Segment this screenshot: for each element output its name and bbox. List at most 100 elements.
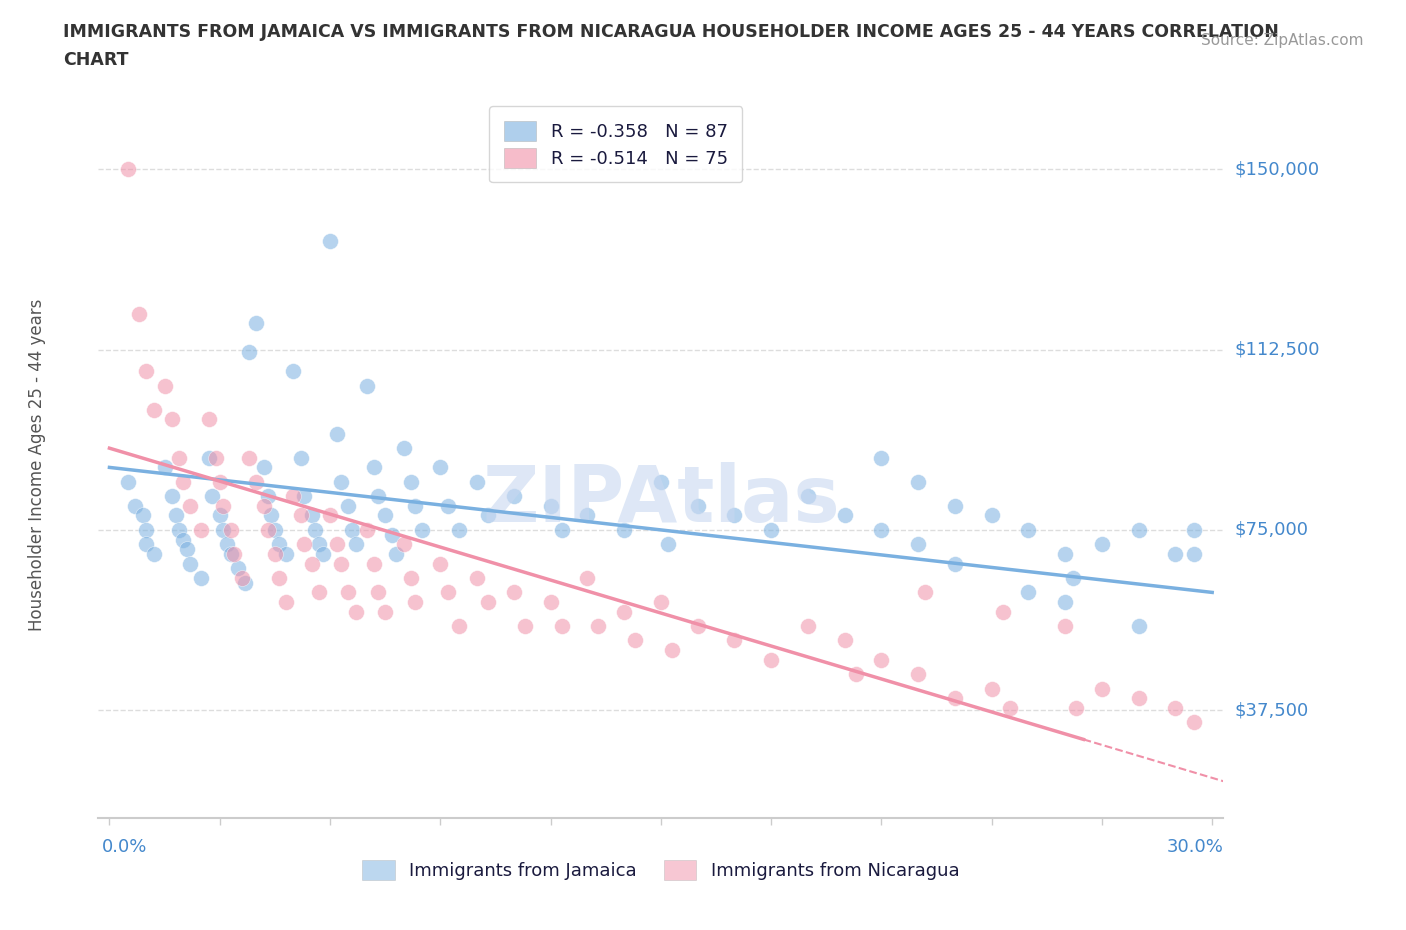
Point xyxy=(576,570,599,585)
Text: Source: ZipAtlas.com: Source: ZipAtlas.com xyxy=(1201,33,1364,47)
Point xyxy=(465,570,488,585)
Point xyxy=(283,489,305,504)
Point xyxy=(367,585,389,600)
Text: CHART: CHART xyxy=(63,51,129,69)
Point xyxy=(253,460,276,475)
Point xyxy=(179,498,201,513)
Point xyxy=(135,364,157,379)
Point xyxy=(650,474,672,489)
Point xyxy=(540,498,562,513)
Point xyxy=(319,234,342,249)
Point xyxy=(411,523,433,538)
Point xyxy=(1017,523,1039,538)
Point xyxy=(326,426,349,441)
Point xyxy=(344,537,367,551)
Point xyxy=(1164,700,1187,715)
Point xyxy=(1128,691,1150,706)
Point xyxy=(914,585,936,600)
Point xyxy=(1054,547,1077,562)
Point xyxy=(190,570,212,585)
Point xyxy=(1062,570,1084,585)
Point xyxy=(238,450,260,465)
Point xyxy=(723,633,745,648)
Point xyxy=(337,585,360,600)
Point xyxy=(238,345,260,360)
Point xyxy=(650,594,672,609)
Point xyxy=(308,537,330,551)
Point xyxy=(1182,547,1205,562)
Point xyxy=(686,618,709,633)
Point xyxy=(124,498,146,513)
Point xyxy=(142,547,165,562)
Point xyxy=(153,460,176,475)
Point xyxy=(169,450,191,465)
Point xyxy=(686,498,709,513)
Point xyxy=(1054,594,1077,609)
Point xyxy=(436,498,458,513)
Point xyxy=(907,474,929,489)
Point xyxy=(1182,523,1205,538)
Point xyxy=(392,441,415,456)
Point xyxy=(256,489,278,504)
Point xyxy=(172,474,194,489)
Point xyxy=(179,556,201,571)
Point xyxy=(1091,537,1114,551)
Point xyxy=(311,547,333,562)
Text: $112,500: $112,500 xyxy=(1234,340,1320,359)
Point xyxy=(172,532,194,547)
Point xyxy=(588,618,610,633)
Point xyxy=(797,489,820,504)
Point xyxy=(1017,585,1039,600)
Text: IMMIGRANTS FROM JAMAICA VS IMMIGRANTS FROM NICARAGUA HOUSEHOLDER INCOME AGES 25 : IMMIGRANTS FROM JAMAICA VS IMMIGRANTS FR… xyxy=(63,23,1279,41)
Point xyxy=(661,643,683,658)
Point xyxy=(135,537,157,551)
Point xyxy=(205,450,228,465)
Point xyxy=(723,508,745,523)
Point xyxy=(392,537,415,551)
Point xyxy=(540,594,562,609)
Point xyxy=(292,489,315,504)
Point xyxy=(870,450,893,465)
Point xyxy=(301,508,323,523)
Point xyxy=(759,523,782,538)
Point xyxy=(404,594,426,609)
Point xyxy=(613,523,636,538)
Point xyxy=(153,379,176,393)
Text: 0.0%: 0.0% xyxy=(103,838,148,856)
Point xyxy=(263,523,285,538)
Point xyxy=(943,498,966,513)
Point xyxy=(870,652,893,667)
Point xyxy=(943,691,966,706)
Point xyxy=(208,474,231,489)
Point xyxy=(907,667,929,682)
Point xyxy=(304,523,326,538)
Point xyxy=(169,523,191,538)
Point xyxy=(870,523,893,538)
Point xyxy=(212,523,235,538)
Point xyxy=(340,523,363,538)
Point xyxy=(657,537,679,551)
Point xyxy=(1091,681,1114,696)
Point xyxy=(267,570,290,585)
Point xyxy=(212,498,235,513)
Point xyxy=(290,450,312,465)
Point xyxy=(447,618,470,633)
Point xyxy=(256,523,278,538)
Point xyxy=(385,547,408,562)
Point xyxy=(834,508,856,523)
Point xyxy=(436,585,458,600)
Point xyxy=(176,541,198,556)
Legend: Immigrants from Jamaica, Immigrants from Nicaragua: Immigrants from Jamaica, Immigrants from… xyxy=(354,853,967,887)
Point xyxy=(330,474,353,489)
Point xyxy=(404,498,426,513)
Point xyxy=(1164,547,1187,562)
Text: $37,500: $37,500 xyxy=(1234,701,1309,719)
Point xyxy=(308,585,330,600)
Point xyxy=(550,523,572,538)
Point xyxy=(1054,618,1077,633)
Text: ZIPAtlas: ZIPAtlas xyxy=(482,462,839,538)
Point xyxy=(224,547,246,562)
Point xyxy=(290,508,312,523)
Point xyxy=(267,537,290,551)
Point xyxy=(363,460,385,475)
